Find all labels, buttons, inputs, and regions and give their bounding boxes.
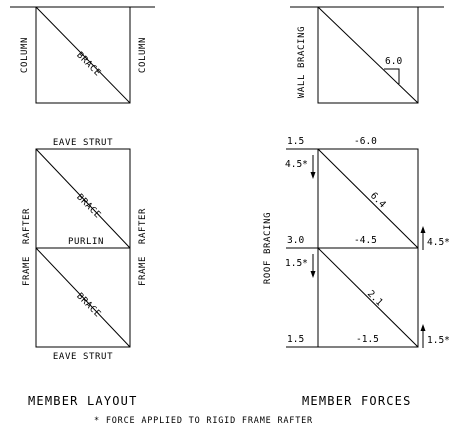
member-layout-caption: MEMBER LAYOUT — [28, 394, 138, 408]
force-top-left: 1.5 — [287, 136, 304, 147]
wall-layout-right-column-label: COLUMN — [138, 37, 148, 73]
right-rafter-label: RAFTER — [138, 208, 148, 244]
roof-forces-side-label: ROOF BRACING — [263, 212, 273, 284]
roof-layout-upper-brace-label: BRACE — [74, 192, 102, 220]
footnote: * FORCE APPLIED TO RIGID FRAME RAFTER — [94, 416, 313, 426]
roof-forces-lower-diagonal — [317, 247, 419, 348]
force-right-lower: 1.5* — [427, 335, 450, 346]
wall-layout-brace-line — [35, 6, 131, 104]
wall-forces-side-label: WALL BRACING — [297, 26, 307, 98]
force-upper-diagonal: 6.4 — [368, 190, 388, 210]
slope-triangle — [384, 68, 400, 84]
force-top-member: -6.0 — [354, 136, 377, 147]
wall-layout-panel: COLUMN COLUMN BRACE — [10, 6, 155, 104]
wall-forces-frame — [317, 6, 419, 104]
force-right-upper: 4.5* — [427, 237, 450, 248]
wall-forces-brace-line — [317, 6, 419, 104]
wall-layout-frame — [35, 6, 131, 104]
wall-layout-left-column-label: COLUMN — [20, 37, 30, 73]
roof-forces-panel: 1.5 -6.0 4.5* 6.4 3.0 -4.5 4.5* 1.5* 2.1… — [263, 136, 450, 348]
purlin-label: PURLIN — [68, 237, 104, 247]
roof-forces-upper-diagonal — [317, 148, 419, 249]
force-bottom-left: 1.5 — [287, 334, 304, 345]
force-bottom-member: -1.5 — [356, 334, 379, 345]
roof-layout-upper-brace-line — [35, 148, 131, 249]
right-frame-label: FRAME — [138, 256, 148, 286]
left-rafter-label: RAFTER — [22, 208, 32, 244]
wall-layout-brace-label: BRACE — [74, 50, 102, 78]
wall-forces-panel: 6.0 WALL BRACING — [290, 6, 444, 104]
force-left-upper: 4.5* — [285, 159, 308, 170]
member-forces-caption: MEMBER FORCES — [302, 394, 412, 408]
roof-layout-lower-brace-label: BRACE — [74, 291, 102, 319]
force-lower-diagonal: 2.1 — [365, 288, 385, 308]
down-arrow-icon — [310, 271, 316, 278]
force-mid-member: -4.5 — [354, 235, 377, 246]
force-left-lower: 1.5* — [285, 258, 308, 269]
roof-layout-lower-brace-line — [35, 247, 131, 348]
eave-strut-top-label: EAVE STRUT — [53, 138, 113, 148]
eave-strut-bottom-label: EAVE STRUT — [53, 352, 113, 362]
down-arrow-icon — [310, 172, 316, 179]
left-frame-label: FRAME — [22, 256, 32, 286]
roof-layout-panel: EAVE STRUT PURLIN EAVE STRUT RAFTER FRAM… — [22, 138, 148, 362]
wall-forces-diagonal-value: 6.0 — [385, 56, 402, 67]
up-arrow-icon — [420, 226, 426, 233]
force-mid-left: 3.0 — [287, 235, 304, 246]
up-arrow-icon — [420, 324, 426, 331]
